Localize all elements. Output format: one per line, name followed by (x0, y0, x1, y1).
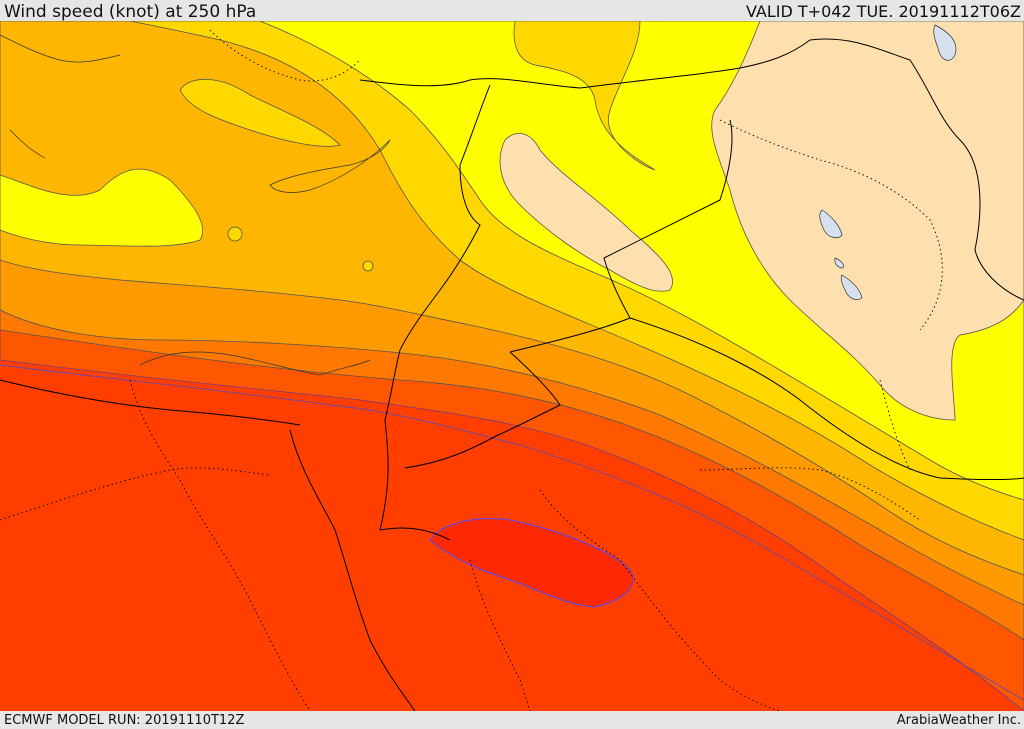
peach-area-central (499, 133, 673, 292)
peach-area-east (711, 21, 1024, 421)
province-boundaries (0, 29, 943, 711)
coastlines (0, 34, 391, 376)
lakes (819, 24, 957, 300)
credit-label: ArabiaWeather Inc. (896, 713, 1021, 728)
gold-dot (362, 260, 374, 272)
max-contour-line (0, 364, 1024, 701)
valid-time-label: VALID T+042 TUE. 20191112T06Z (745, 2, 1021, 21)
country-borders (0, 38, 1024, 711)
jet-core-max (429, 518, 634, 608)
gold-dot (227, 226, 243, 242)
map-title: Wind speed (knot) at 250 hPa (4, 2, 257, 22)
gold-patch-north (513, 21, 656, 171)
wind-speed-map (0, 21, 1024, 711)
gold-patch-nw (179, 78, 341, 147)
model-run-label: ECMWF MODEL RUN: 20191110T12Z (4, 713, 245, 728)
yellow-patch-west (0, 168, 203, 247)
